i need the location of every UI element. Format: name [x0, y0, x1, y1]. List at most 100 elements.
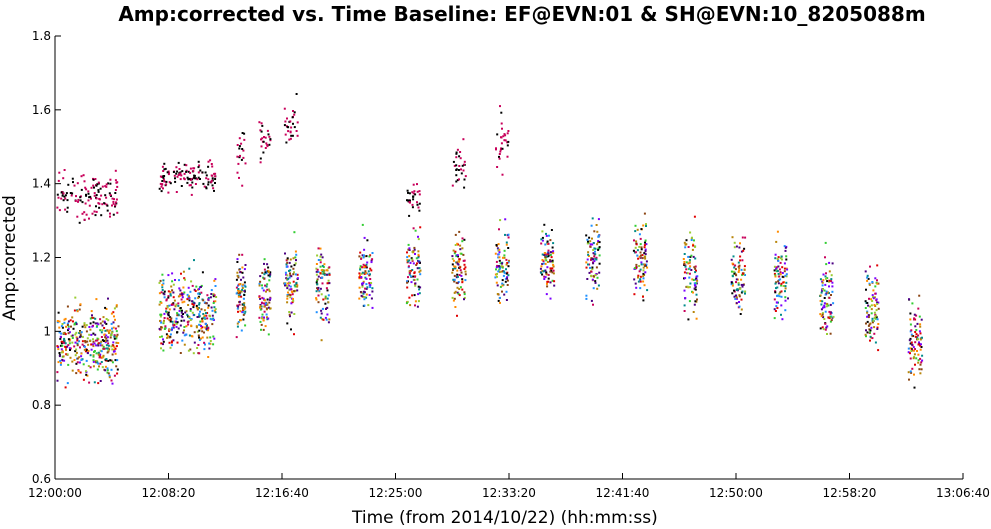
data-point	[405, 302, 408, 305]
data-point	[178, 309, 181, 312]
data-point	[64, 208, 67, 211]
data-point	[455, 254, 458, 257]
data-point	[84, 186, 87, 189]
data-point	[260, 122, 263, 125]
data-point	[317, 259, 320, 261]
data-point	[242, 297, 245, 300]
data-point	[90, 310, 93, 313]
data-point	[87, 199, 90, 202]
data-point	[175, 172, 178, 175]
data-point	[776, 257, 779, 260]
data-point	[369, 267, 372, 270]
data-point	[826, 280, 829, 283]
data-point	[784, 309, 787, 312]
data-point	[908, 378, 910, 381]
data-point	[107, 319, 110, 322]
data-point	[875, 298, 878, 301]
data-point	[59, 359, 62, 362]
data-point	[824, 275, 827, 278]
data-point	[68, 339, 71, 342]
data-point	[876, 264, 879, 267]
data-point	[181, 309, 183, 312]
data-point	[458, 230, 461, 233]
data-point	[296, 285, 299, 288]
data-point	[238, 253, 241, 256]
data-point	[159, 319, 161, 322]
data-point	[360, 291, 363, 294]
data-point	[495, 260, 498, 263]
data-point	[285, 263, 288, 266]
data-point	[739, 313, 742, 315]
data-point	[773, 272, 776, 275]
data-point	[66, 353, 69, 356]
data-point	[866, 279, 869, 282]
data-point	[169, 294, 172, 297]
data-point	[873, 326, 876, 329]
data-point	[643, 255, 646, 258]
data-point	[692, 244, 695, 247]
data-point	[365, 263, 368, 266]
data-point	[461, 240, 464, 243]
data-point	[495, 147, 497, 150]
data-point	[113, 374, 116, 377]
data-point	[197, 307, 199, 310]
data-point	[592, 262, 595, 265]
data-point	[369, 284, 372, 286]
data-point	[821, 313, 824, 316]
data-point	[175, 191, 178, 193]
data-point	[168, 308, 171, 311]
data-point	[738, 269, 741, 272]
data-point	[180, 314, 183, 317]
data-point	[865, 335, 867, 338]
data-point	[59, 363, 62, 366]
data-point	[200, 291, 203, 294]
data-point	[59, 337, 62, 340]
data-point	[83, 322, 86, 325]
data-point	[90, 197, 92, 200]
data-point	[684, 265, 687, 268]
data-point	[821, 312, 824, 315]
data-point	[211, 179, 214, 182]
data-point	[71, 337, 74, 339]
data-point	[411, 294, 414, 297]
data-point	[266, 303, 269, 306]
data-point	[100, 214, 103, 217]
data-point	[498, 251, 501, 254]
data-point	[636, 228, 639, 231]
data-point	[94, 333, 97, 336]
data-point	[83, 345, 86, 348]
data-point	[201, 317, 204, 320]
data-point	[459, 244, 462, 247]
data-point	[294, 262, 297, 265]
data-point	[873, 316, 876, 319]
data-point	[293, 290, 295, 293]
data-point	[552, 252, 555, 255]
data-point	[208, 342, 211, 345]
data-point	[540, 265, 543, 268]
data-point	[213, 189, 215, 192]
data-point	[62, 199, 65, 202]
data-point	[96, 183, 99, 186]
data-point	[205, 324, 208, 327]
data-point	[545, 259, 548, 262]
data-point	[160, 313, 163, 316]
data-point	[111, 348, 114, 351]
data-point	[830, 294, 832, 296]
data-point	[591, 266, 594, 269]
data-point	[286, 257, 289, 260]
data-point	[912, 357, 915, 360]
data-point	[735, 278, 738, 281]
data-point	[643, 244, 646, 247]
data-point	[238, 268, 241, 271]
data-point	[195, 306, 198, 309]
data-point	[81, 201, 84, 204]
data-point	[496, 247, 499, 250]
data-point	[319, 287, 322, 290]
data-point	[505, 290, 508, 293]
data-point	[60, 191, 63, 194]
data-point	[824, 310, 827, 313]
data-point	[183, 319, 186, 322]
data-point	[171, 303, 174, 306]
data-point	[114, 169, 117, 172]
data-point	[237, 295, 240, 298]
